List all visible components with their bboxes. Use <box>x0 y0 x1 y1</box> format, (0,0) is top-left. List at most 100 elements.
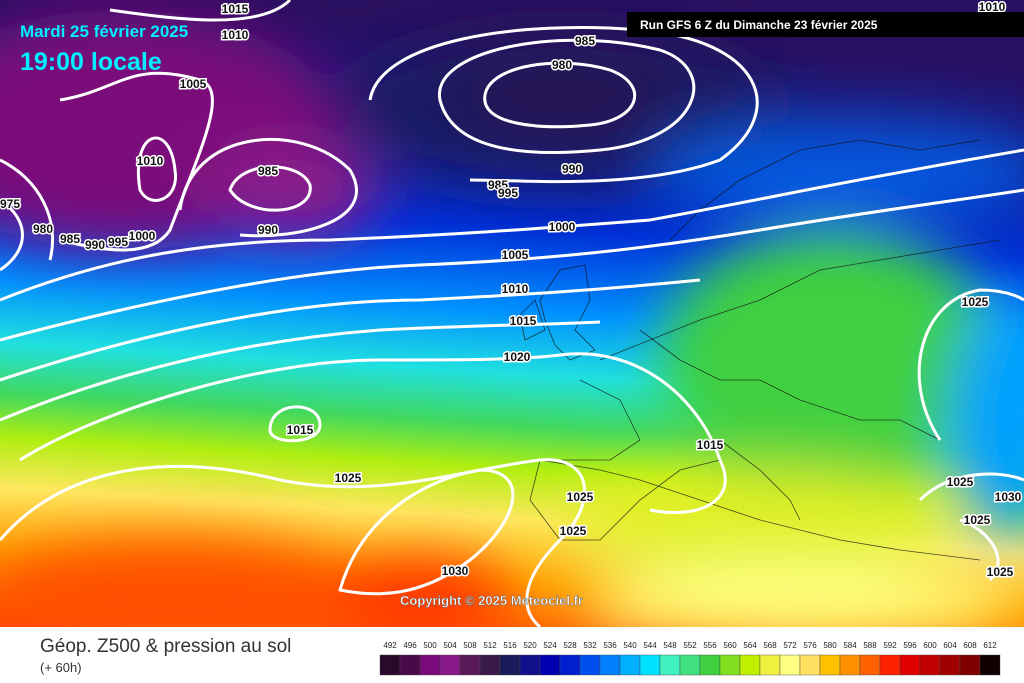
legend-swatch <box>959 654 981 676</box>
legend-swatch <box>679 654 701 676</box>
legend-swatch <box>719 654 741 676</box>
isobar-label: 1025 <box>947 475 974 489</box>
color-legend: 492 496 500 504 508 512 516 520 524 528 532 536 540 5… <box>379 641 1001 676</box>
isobar-label: 1010 <box>979 0 1006 14</box>
isobar-label: 995 <box>108 235 128 249</box>
isobar-label: 980 <box>33 222 53 236</box>
legend-swatch <box>919 654 941 676</box>
legend-label: 592 <box>883 641 897 650</box>
legend-label: 540 <box>623 641 637 650</box>
isobar-label: 1015 <box>287 423 314 437</box>
isobar-label: 1015 <box>222 2 249 16</box>
legend-swatch <box>399 654 421 676</box>
isobar-label: 1000 <box>129 229 156 243</box>
legend-label: 496 <box>403 641 417 650</box>
legend-swatch <box>759 654 781 676</box>
legend-label: 520 <box>523 641 537 650</box>
isobar-label: 1010 <box>222 28 249 42</box>
legend-label: 556 <box>703 641 717 650</box>
legend-swatch <box>579 654 601 676</box>
isobar-label: 1015 <box>697 438 724 452</box>
isobar-label: 985 <box>575 34 595 48</box>
legend-swatch <box>639 654 661 676</box>
legend-swatch <box>479 654 501 676</box>
map-background <box>0 0 1024 660</box>
legend-label: 500 <box>423 641 437 650</box>
coastlines <box>519 139 1001 561</box>
legend-swatch <box>939 654 961 676</box>
legend-swatch <box>699 654 721 676</box>
isobar-label: 1025 <box>987 565 1014 579</box>
isobar-label: 1025 <box>964 513 991 527</box>
legend-label: 568 <box>763 641 777 650</box>
isobar-label: 1010 <box>502 282 529 296</box>
isobar-label: 1025 <box>335 471 362 485</box>
legend-label: 560 <box>723 641 737 650</box>
isobar-label: 1025 <box>560 524 587 538</box>
isobar-label: 1025 <box>567 490 594 504</box>
legend-swatch <box>879 654 901 676</box>
isobar-label: 985 <box>60 232 80 246</box>
isobar-label: 985 <box>488 178 508 192</box>
legend-swatch <box>839 654 861 676</box>
legend-swatch <box>459 654 481 676</box>
legend-swatch <box>559 654 581 676</box>
isobar-label: 990 <box>562 162 582 176</box>
copyright: Copyright © 2025 Meteociel.fr <box>400 593 583 608</box>
legend-label: 544 <box>643 641 657 650</box>
legend-swatch <box>819 654 841 676</box>
legend-label: 612 <box>983 641 997 650</box>
legend-label: 508 <box>463 641 477 650</box>
legend-swatch <box>419 654 441 676</box>
isobar-label: 1030 <box>442 564 469 578</box>
legend-label: 532 <box>583 641 597 650</box>
legend-label: 548 <box>663 641 677 650</box>
legend-swatch <box>659 654 681 676</box>
isobar-label: 975 <box>0 197 20 211</box>
isobar-label: 990 <box>85 238 105 252</box>
isobar-label: 1015 <box>510 314 537 328</box>
legend-label: 516 <box>503 641 517 650</box>
legend-label: 512 <box>483 641 497 650</box>
legend-swatch <box>979 654 1001 676</box>
isobar-label: 980 <box>552 58 572 72</box>
legend-label: 564 <box>743 641 757 650</box>
legend-label: 504 <box>443 641 457 650</box>
legend-swatch <box>619 654 641 676</box>
legend-swatch <box>499 654 521 676</box>
isobar-label: 985 <box>258 164 278 178</box>
legend-label: 600 <box>923 641 937 650</box>
isobar-label-group: 1015 1010 1005 1010 985 990 975 980 985 … <box>0 0 1023 581</box>
forecast-date: Mardi 25 février 2025 <box>20 22 188 41</box>
isobar-label: 1005 <box>502 248 529 262</box>
legend-label: 580 <box>823 641 837 650</box>
legend-label: 492 <box>383 641 397 650</box>
isobar-label: 1005 <box>180 77 207 91</box>
footer-title: Géop. Z500 & pression au sol <box>40 636 291 657</box>
forecast-time: 19:00 locale <box>20 48 162 76</box>
legend-label: 528 <box>563 641 577 650</box>
isobar-label: 1000 <box>549 220 576 234</box>
isobar-label: 995 <box>498 186 518 200</box>
legend-swatch <box>739 654 761 676</box>
run-banner <box>627 12 1024 37</box>
isobar-label: 1030 <box>995 490 1022 504</box>
legend-swatch <box>799 654 821 676</box>
legend-swatch <box>599 654 621 676</box>
isobar-label: 1025 <box>962 295 989 309</box>
legend-swatch <box>899 654 921 676</box>
isobar-label: 1020 <box>504 350 531 364</box>
legend-label: 604 <box>943 641 957 650</box>
isobars <box>0 0 1024 627</box>
legend-label: 524 <box>543 641 557 650</box>
legend-swatch <box>439 654 461 676</box>
legend-swatch <box>379 654 401 676</box>
legend-swatch <box>859 654 881 676</box>
run-info: Run GFS 6 Z du Dimanche 23 février 2025 <box>640 18 878 32</box>
legend-label: 572 <box>783 641 797 650</box>
isobar-label: 1010 <box>137 154 164 168</box>
legend-label: 608 <box>963 641 977 650</box>
legend-label: 552 <box>683 641 697 650</box>
